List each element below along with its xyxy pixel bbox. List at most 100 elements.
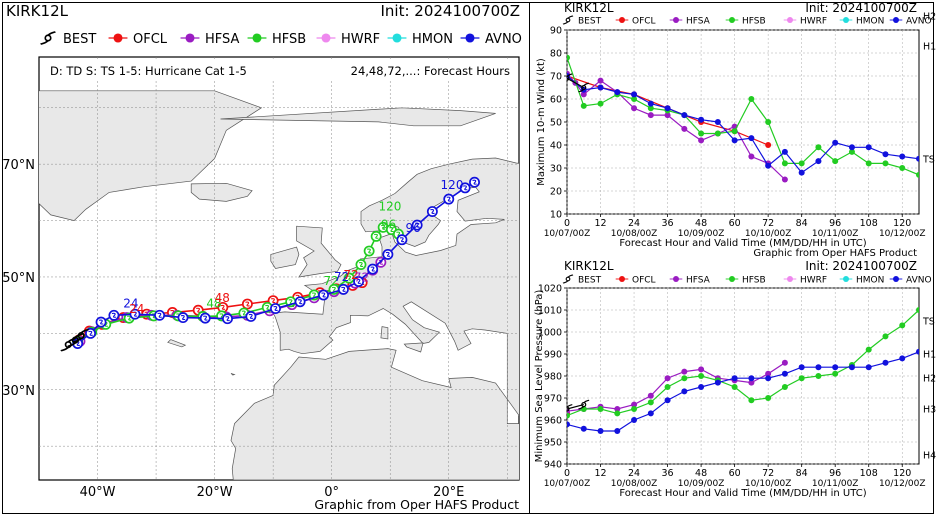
x-tick-label: 36 bbox=[662, 218, 674, 229]
legend-marker bbox=[892, 16, 900, 24]
data-point bbox=[748, 397, 755, 404]
longitude-label: 0° bbox=[324, 485, 339, 500]
intensity-category-label: H3 bbox=[923, 405, 936, 416]
date-tick-label: 10/09/00Z bbox=[678, 479, 725, 489]
y-axis-label: Minimum Sea Level Pressure (hPa) bbox=[534, 290, 545, 463]
data-point bbox=[614, 410, 621, 417]
x-tick-label: 120 bbox=[893, 468, 911, 479]
track-marker-symbol bbox=[385, 251, 391, 257]
legend-marker bbox=[618, 16, 626, 24]
date-tick-label: 10/07/00Z bbox=[544, 229, 591, 239]
data-point bbox=[798, 160, 805, 167]
legend-marker bbox=[786, 16, 794, 24]
data-point bbox=[714, 130, 721, 137]
hurricane-icon bbox=[567, 73, 573, 82]
data-point bbox=[882, 160, 889, 167]
data-point bbox=[681, 375, 688, 382]
legend-marker bbox=[392, 33, 402, 43]
data-point bbox=[748, 153, 755, 160]
map-key-box bbox=[42, 60, 516, 80]
map-forecast-hours-key: 24,48,72,...: Forecast Hours bbox=[351, 64, 510, 78]
data-point bbox=[899, 153, 906, 160]
track-marker-symbol bbox=[356, 278, 361, 284]
data-point bbox=[698, 366, 705, 373]
chart-legend-label: BEST bbox=[578, 276, 602, 286]
y-tick-label: 950 bbox=[544, 438, 562, 449]
data-point bbox=[614, 406, 621, 412]
x-tick-label: 72 bbox=[762, 468, 774, 479]
date-tick-label: 10/08/00Z bbox=[611, 229, 658, 239]
hurricane-icon bbox=[567, 404, 573, 412]
y-tick-label: 10 bbox=[550, 210, 562, 221]
series-line bbox=[567, 351, 919, 432]
chart-legend-label: AVNO bbox=[906, 276, 932, 286]
y-tick-label: 970 bbox=[544, 394, 562, 405]
track-marker-symbol bbox=[248, 313, 254, 319]
track-best bbox=[60, 328, 90, 352]
data-point bbox=[748, 375, 755, 382]
data-point bbox=[899, 165, 906, 171]
x-tick-label: 108 bbox=[860, 468, 878, 479]
data-point bbox=[781, 384, 788, 390]
track-marker-symbol bbox=[374, 233, 379, 239]
europe-africa bbox=[230, 157, 519, 480]
data-point bbox=[865, 144, 872, 151]
y-tick-label: 80 bbox=[550, 49, 562, 60]
forecast-hour-label: 96 bbox=[405, 221, 420, 235]
latitude-label: 70°N bbox=[2, 158, 35, 173]
x-tick-label: 120 bbox=[893, 218, 911, 229]
y-tick-label: 40 bbox=[550, 141, 562, 152]
track-marker-symbol bbox=[271, 298, 276, 304]
data-point bbox=[714, 119, 721, 125]
date-tick-label: 10/07/00Z bbox=[544, 479, 591, 489]
data-point bbox=[631, 91, 638, 98]
series-line bbox=[567, 309, 919, 417]
x-tick-label: 12 bbox=[594, 218, 606, 229]
legend-marker bbox=[672, 275, 680, 283]
track-marker-symbol bbox=[220, 304, 226, 310]
data-point bbox=[815, 373, 822, 379]
data-point bbox=[714, 379, 721, 386]
track-marker-symbol bbox=[245, 301, 250, 307]
iceland bbox=[190, 182, 253, 202]
chart-series bbox=[567, 54, 919, 183]
chart-storm-id: KIRK12L bbox=[564, 260, 614, 273]
track-marker-symbol bbox=[203, 315, 208, 321]
y-tick-label: 20 bbox=[550, 187, 562, 198]
track-marker-symbol bbox=[463, 185, 468, 191]
x-tick-label: 0 bbox=[564, 218, 570, 229]
data-point bbox=[765, 395, 772, 401]
series-line bbox=[567, 404, 584, 410]
chart-legend-label: HFSA bbox=[686, 276, 711, 286]
forecast-hour-label: 72 bbox=[343, 268, 358, 282]
chart-grid bbox=[564, 29, 919, 217]
data-point bbox=[647, 105, 654, 112]
forecast-hour-label: 24 bbox=[123, 296, 138, 310]
data-point bbox=[748, 96, 755, 102]
data-point bbox=[848, 364, 855, 371]
madeira bbox=[230, 373, 236, 376]
track-marker-symbol bbox=[381, 224, 386, 230]
intensity-category-label: H2 bbox=[923, 12, 936, 23]
track-marker-symbol bbox=[127, 315, 132, 321]
forecast-hour-label: 120 bbox=[379, 199, 402, 213]
data-point bbox=[597, 77, 604, 84]
track-marker-symbol bbox=[196, 307, 201, 313]
legend-marker bbox=[892, 275, 900, 283]
data-point bbox=[916, 307, 919, 313]
map-init-time: Init: 2024100700Z bbox=[380, 2, 520, 20]
legend-marker bbox=[113, 33, 123, 43]
intensity-category-label: H4 bbox=[923, 451, 936, 462]
chart-legend-label: OFCL bbox=[632, 17, 656, 27]
y-tick-label: 990 bbox=[544, 350, 562, 361]
map-legend-label: HMON bbox=[412, 32, 453, 47]
map-legend-label: AVNO bbox=[485, 32, 522, 47]
data-point bbox=[765, 119, 772, 125]
data-point bbox=[765, 375, 772, 382]
pressure-chart-panel: KIRK12L Init: 2024100700Z BEST OFCL HFSA HFSB… bbox=[534, 260, 936, 499]
data-point bbox=[748, 379, 755, 386]
legend-marker bbox=[672, 16, 680, 24]
data-point bbox=[698, 373, 705, 379]
map-graticule bbox=[39, 57, 519, 480]
data-point bbox=[631, 105, 638, 112]
